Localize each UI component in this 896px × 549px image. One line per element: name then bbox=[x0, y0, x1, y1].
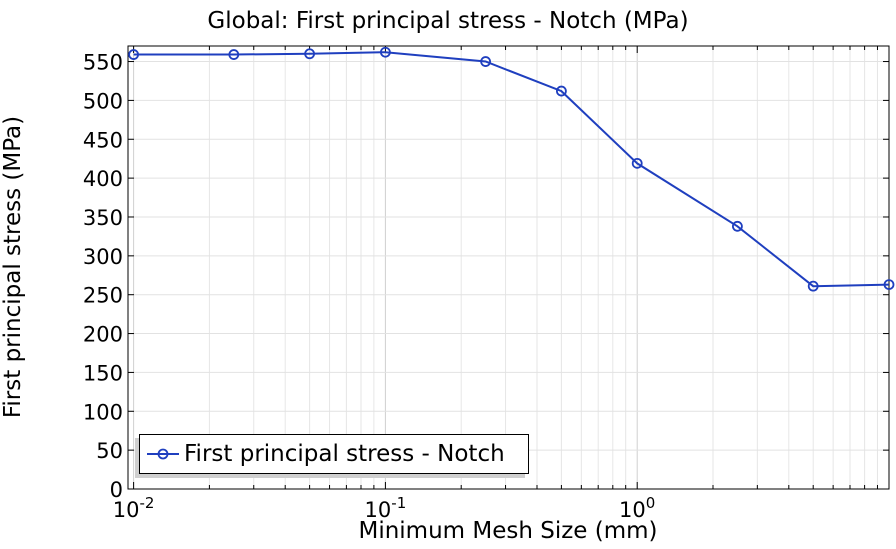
x-tick-label: 10-2 bbox=[113, 494, 155, 522]
y-tick-label: 250 bbox=[83, 284, 123, 308]
data-point bbox=[732, 220, 743, 232]
y-tick-label: 50 bbox=[96, 439, 123, 463]
y-tick-label: 550 bbox=[83, 51, 123, 75]
y-tick-label: 0 bbox=[110, 478, 123, 502]
x-axis: 10-2 10-1 100 bbox=[113, 46, 878, 522]
x-tick-label: 100 bbox=[619, 494, 655, 522]
legend: First principal stress - Notch bbox=[139, 434, 529, 474]
data-point bbox=[807, 280, 819, 292]
x-axis-label: Minimum Mesh Size (mm) bbox=[358, 518, 658, 544]
series-line bbox=[133, 51, 890, 288]
y-axis-label: First principal stress (MPa) bbox=[0, 115, 26, 419]
data-point bbox=[556, 85, 567, 97]
data-point bbox=[128, 49, 140, 60]
y-tick-label: 350 bbox=[83, 206, 123, 230]
data-point bbox=[304, 48, 316, 60]
y-tick-label: 400 bbox=[83, 167, 123, 191]
data-point bbox=[480, 56, 492, 67]
y-axis: 0 50 100 150 200 250 300 350 400 450 500 550 bbox=[83, 51, 889, 502]
data-point bbox=[380, 46, 391, 58]
series-layer bbox=[128, 46, 895, 292]
y-tick-label: 300 bbox=[83, 245, 123, 269]
plot-frame bbox=[127, 45, 890, 490]
data-point bbox=[631, 157, 643, 169]
grid bbox=[128, 46, 889, 490]
legend-swatch bbox=[147, 448, 179, 460]
legend-label: First principal stress - Notch bbox=[184, 441, 505, 467]
y-tick-label: 450 bbox=[83, 128, 123, 152]
data-point bbox=[883, 279, 895, 290]
x-tick-label: 10-1 bbox=[365, 494, 407, 522]
y-tick-label: 150 bbox=[83, 361, 123, 385]
y-tick-label: 200 bbox=[83, 323, 123, 347]
chart-title: Global: First principal stress - Notch (… bbox=[207, 8, 689, 34]
data-point bbox=[228, 49, 240, 60]
y-tick-label: 100 bbox=[83, 400, 123, 424]
y-tick-label: 500 bbox=[83, 89, 123, 113]
